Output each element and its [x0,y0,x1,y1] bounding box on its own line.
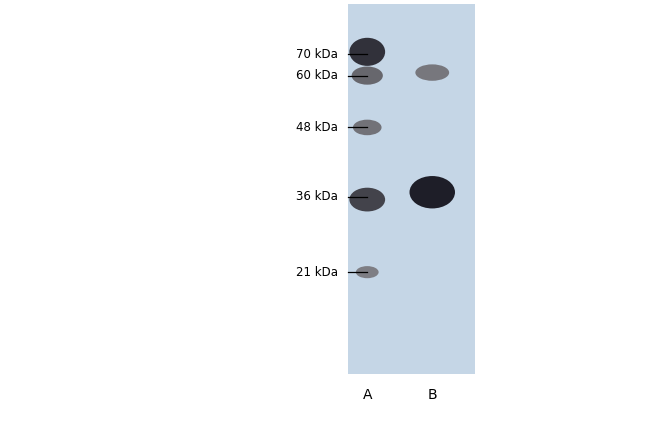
Text: 21 kDa: 21 kDa [296,266,338,279]
Text: B: B [428,388,437,402]
Bar [348,4,474,374]
Ellipse shape [349,187,385,212]
Text: 48 kDa: 48 kDa [296,121,338,134]
Text: 36 kDa: 36 kDa [296,190,338,203]
Text: 60 kDa: 60 kDa [296,69,338,82]
Text: A: A [363,388,372,402]
Ellipse shape [356,266,378,278]
Ellipse shape [353,120,382,135]
Text: 70 kDa: 70 kDa [296,48,338,60]
Ellipse shape [410,176,455,209]
Ellipse shape [415,64,449,81]
Ellipse shape [352,67,383,85]
Ellipse shape [349,38,385,66]
